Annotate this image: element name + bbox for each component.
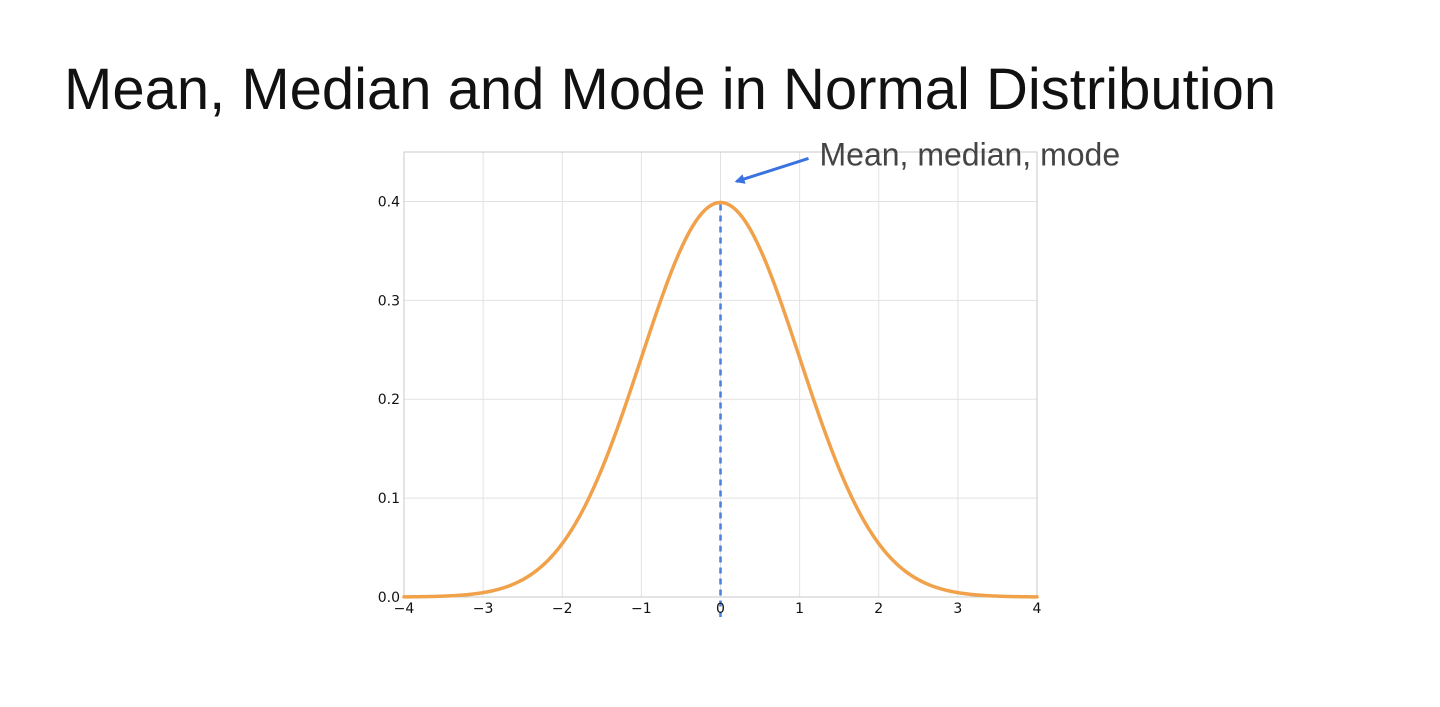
y-axis-ticks: 0.0 0.1 0.2 0.3 0.4 — [378, 194, 400, 606]
series-layer — [402, 200, 1039, 599]
annotation-label: Mean, median, mode — [820, 136, 1121, 172]
x-tick-label: 3 — [953, 601, 962, 617]
annotation-arrow — [734, 157, 809, 184]
x-tick-label: 2 — [874, 601, 883, 617]
y-tick-label: 0.3 — [378, 293, 400, 309]
x-tick-label: 1 — [795, 601, 804, 617]
y-tick-label: 0.2 — [378, 392, 400, 408]
x-tick-label: 4 — [1033, 601, 1042, 617]
y-tick-label: 0.1 — [378, 491, 400, 507]
x-tick-label: 0 — [716, 601, 725, 617]
x-axis-ticks: −4 −3 −2 −1 0 1 2 3 4 — [394, 601, 1042, 617]
y-tick-label: 0.4 — [378, 194, 400, 210]
plot-frame — [403, 151, 1038, 598]
annotation: Mean, median, mode — [734, 136, 1121, 184]
y-tick-label: 0.0 — [378, 590, 400, 606]
x-tick-label: −4 — [394, 601, 415, 617]
x-tick-label: −2 — [552, 601, 573, 617]
slide-title: Mean, Median and Mode in Normal Distribu… — [64, 57, 1277, 122]
density-curve — [402, 200, 1039, 599]
x-tick-label: −3 — [473, 601, 494, 617]
x-tick-label: −1 — [631, 601, 652, 617]
